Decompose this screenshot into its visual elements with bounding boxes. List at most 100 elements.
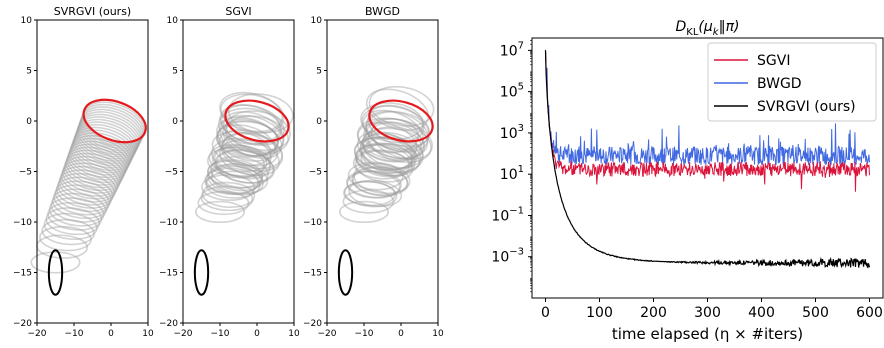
- iterate-ellipse: [59, 165, 119, 200]
- x-tick-label: −10: [355, 329, 374, 339]
- y-tick-label: 103: [500, 123, 524, 142]
- y-tick-label: 107: [500, 40, 524, 59]
- y-tick-label: 10: [311, 16, 323, 26]
- iterate-ellipse: [347, 161, 404, 191]
- title-sub1: KL: [686, 27, 699, 38]
- iterate-ellipse: [220, 93, 285, 134]
- iterate-ellipse: [67, 143, 128, 181]
- y-tick-base: 10: [491, 208, 509, 224]
- iterate-ellipse: [346, 170, 402, 199]
- iterate-ellipse: [356, 117, 420, 154]
- iterate-ellipse: [214, 149, 275, 184]
- iterate-ellipse: [225, 110, 291, 151]
- iterate-ellipse: [66, 146, 127, 184]
- legend: SGVI BWGD SVRGVI (ours): [707, 42, 877, 122]
- y-tick-label: −20: [13, 319, 32, 329]
- x-tick-label: −10: [211, 329, 230, 339]
- y-tick-label: 0: [26, 117, 32, 127]
- y-tick-label: −10: [13, 218, 32, 228]
- y-tick-exp: 1: [518, 164, 524, 175]
- y-tick-label: 5: [172, 67, 178, 77]
- y-tick-base: 10: [500, 43, 518, 59]
- iterate-ellipse: [204, 167, 260, 196]
- ellipse-panel-1: SVRGVI (ours) −20 −10 0 10 10 5 0 −5 −10 −15 −20: [13, 5, 154, 339]
- legend-label: BWGD: [757, 76, 802, 92]
- y-tick-label: −15: [13, 269, 32, 279]
- iterate-ellipse: [216, 124, 277, 162]
- y-tick-label: 10: [167, 16, 179, 26]
- iterate-ellipse: [355, 143, 413, 177]
- iterate-ellipse: [365, 88, 430, 131]
- iterate-ellipse: [215, 149, 275, 184]
- iterate-ellipse: [79, 108, 143, 152]
- iterate-ellipse: [207, 159, 264, 189]
- iterate-ellipse: [353, 137, 414, 171]
- iterate-ellipse: [355, 143, 416, 178]
- x-tick-label: −20: [174, 329, 193, 339]
- iterate-ellipse: [210, 156, 269, 189]
- ellipse-panel-3: BWGD −20 −10 0 10 10 5 0 −5 −10 −15 −20: [303, 5, 444, 339]
- y-tick-label: −10: [303, 218, 322, 228]
- iterate-ellipse: [354, 142, 413, 175]
- ellipse-panel-2: SGVI −20 −10 0 10 10 5 0 −5 −10 −15 −20: [159, 5, 300, 339]
- iterate-ellipse: [200, 185, 254, 212]
- iterate-ellipse: [227, 93, 294, 134]
- iterate-ellipse: [364, 121, 426, 160]
- y-tick-label: 10: [21, 16, 33, 26]
- iterate-ellipse: [74, 123, 136, 165]
- iterate-ellipse: [211, 144, 272, 178]
- iterate-ellipse: [197, 190, 250, 216]
- x-tick-label: 600: [856, 305, 883, 321]
- y-tick-label: 10−1: [491, 205, 524, 224]
- target-ellipse: [368, 99, 434, 143]
- series-line-sgvi: [545, 50, 870, 192]
- iterate-ellipse: [208, 143, 268, 177]
- iterate-ellipse: [45, 207, 101, 236]
- iterate-ellipse: [215, 120, 279, 158]
- iterate-ellipse: [69, 137, 131, 176]
- x-tick-label: 0: [541, 305, 550, 321]
- x-tick-label: −20: [28, 329, 47, 339]
- iterate-ellipse: [207, 146, 265, 179]
- iterate-ellipse: [219, 139, 280, 177]
- initial-ellipse: [47, 249, 64, 296]
- iterate-ellipse: [207, 160, 264, 192]
- iterate-ellipse: [370, 118, 433, 160]
- iterate-ellipse: [222, 111, 285, 153]
- series-line-bwgd: [545, 50, 870, 166]
- series-line-svrgvi: [544, 50, 871, 269]
- iterate-ellipse: [75, 121, 138, 162]
- y-tick-exp: 5: [518, 82, 524, 93]
- iterate-ellipse: [51, 188, 109, 219]
- y-tick-label: 0: [172, 117, 178, 127]
- iterate-ellipse: [368, 85, 435, 127]
- iterate-ellipse: [346, 170, 401, 199]
- iterate-ellipse: [220, 104, 285, 146]
- iterate-ellipse: [218, 114, 284, 157]
- iterate-ellipse: [211, 131, 272, 167]
- title-main: D: [676, 19, 687, 35]
- iterate-ellipse: [352, 149, 410, 180]
- x-tick-label: 200: [640, 305, 667, 321]
- iterate-ellipse: [361, 105, 425, 144]
- iterate-ellipse: [58, 169, 117, 203]
- iterate-ellipse: [224, 115, 289, 155]
- legend-label: SVRGVI (ours): [757, 99, 856, 115]
- iterate-ellipse: [219, 91, 284, 133]
- iterate-ellipse: [77, 113, 141, 156]
- iterate-ellipse: [353, 136, 415, 172]
- y-tick-label: 101: [500, 164, 524, 183]
- kl-panel: DKL(μk‖π) 0 100 200 300 400 500 600 time elapsed…: [491, 19, 884, 343]
- iterate-ellipse: [348, 179, 403, 208]
- iterate-ellipse: [68, 140, 129, 179]
- legend-label: SGVI: [757, 53, 790, 69]
- title-open: (μ: [698, 19, 712, 35]
- iterate-ellipse: [78, 111, 142, 154]
- iterate-ellipse: [220, 132, 284, 172]
- legend-box: [707, 42, 877, 122]
- iterate-ellipse: [338, 200, 390, 224]
- target-ellipse: [224, 99, 290, 143]
- iterate-ellipse: [194, 200, 246, 224]
- y-tick-label: −20: [303, 319, 322, 329]
- iterate-ellipse: [57, 172, 116, 206]
